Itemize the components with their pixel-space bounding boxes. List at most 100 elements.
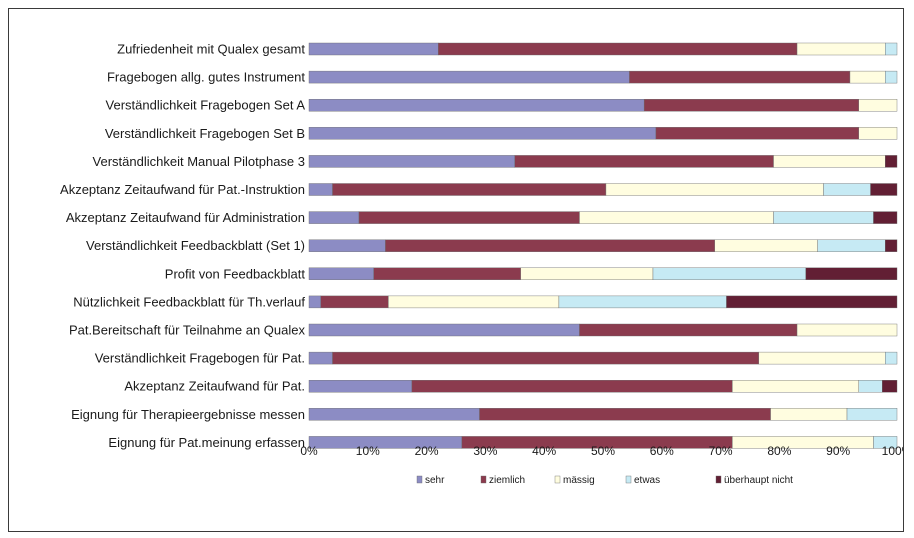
bar-segment-sehr [308,295,321,309]
legend-swatch [625,475,632,484]
legend-swatch [715,475,722,484]
bar-segment-etwas [558,295,727,309]
bar-segment-ziemlich [320,295,389,309]
x-tick-label: 40% [532,444,556,458]
legend-label: mässig [563,475,595,486]
legend-label: etwas [634,475,660,486]
legend-label: sehr [425,475,445,486]
x-tick-label: 0% [300,444,318,458]
bar-segment-überhaupt-nicht [805,267,898,280]
bar-segment-ziemlich [358,211,580,224]
chart-frame: Zufriedenheit mit Qualex gesamt Frageboge… [8,8,904,532]
bar-segment-mässig [520,267,654,280]
bar-segment-ziemlich [629,70,851,84]
category-label: Fragebogen allg. gutes Instrument [107,70,305,85]
bar-segment-sehr [308,183,333,196]
bar-segment-etwas [885,42,898,56]
category-label: Verständlichkeit Fragebogen Set B [105,126,305,141]
bar-segment-ziemlich [479,408,771,421]
category-label: Verständlichkeit Fragebogen Set A [106,98,306,113]
bar-segment-mässig [770,408,848,421]
bar-segment-sehr [308,155,516,168]
bar-segment-sehr [308,127,657,140]
x-tick-label: 20% [415,444,439,458]
bar-segment-überhaupt-nicht [885,239,898,252]
category-label: Akzeptanz Zeitaufwand für Pat.-Instrukti… [60,182,305,197]
bar-segment-sehr [308,98,645,112]
bar-segment-ziemlich [579,323,798,337]
bar-segment-mässig [605,183,824,196]
category-label: Verständlichkeit Manual Pilotphase 3 [93,154,305,169]
stacked-bar-chart: Zufriedenheit mit Qualex gesamt Frageboge… [60,42,903,487]
bar-segment-etwas [885,351,898,365]
legend-label: überhaupt nicht [724,475,793,486]
bar-segment-etwas [817,239,886,252]
category-label: Akzeptanz Zeitaufwand für Pat. [124,379,305,394]
x-tick-label: 50% [591,444,615,458]
bar-segment-sehr [308,408,480,421]
bar-segment-mässig [714,239,818,252]
bar-segment-ziemlich [411,380,733,393]
category-label: Eignung für Therapieergebnisse messen [71,407,305,422]
bar-segment-mässig [773,155,886,168]
bar-segment-etwas [652,267,807,280]
bar-segment-etwas [858,380,883,393]
x-tick-label: 70% [709,444,733,458]
legend-swatch [480,475,487,484]
bar-segment-mässig [796,42,886,56]
bar-segment-mässig [579,211,774,224]
bar-segment-mässig [858,127,898,140]
x-tick-label: 90% [826,444,850,458]
category-label: Zufriedenheit mit Qualex gesamt [117,42,305,57]
bar-segment-sehr [308,436,463,449]
bar-segment-sehr [308,42,439,56]
bar-segment-etwas [773,211,874,224]
bar-segment-mässig [758,351,886,365]
category-label: Profit von Feedbackblatt [165,266,306,281]
bar-segment-ziemlich [438,42,798,56]
x-tick-label: 100% [882,444,903,458]
bar-segment-mässig [849,70,886,84]
category-label: Verständlichkeit Fragebogen für Pat. [95,351,305,366]
x-tick-label: 80% [767,444,791,458]
bar-segment-ziemlich [514,155,774,168]
x-tick-label: 60% [650,444,674,458]
x-tick-label: 10% [356,444,380,458]
bar-segment-sehr [308,211,360,224]
bar-segment-überhaupt-nicht [870,183,898,196]
category-label: Akzeptanz Zeitaufwand für Administration [66,210,305,225]
bar-segment-sehr [308,380,413,393]
bar-segment-ziemlich [373,267,521,280]
bar-segment-ziemlich [655,127,859,140]
bar-segment-überhaupt-nicht [885,155,898,168]
category-label: Nützlichkeit Feedbackblatt für Th.verlau… [73,294,305,309]
bar-segment-mässig [732,380,859,393]
bar-segment-überhaupt-nicht [873,211,898,224]
bar-segment-sehr [308,70,630,84]
bar-segment-ziemlich [332,183,607,196]
bar-segment-ziemlich [643,98,859,112]
bar-segment-ziemlich [385,239,715,252]
bar-segment-mässig [388,295,560,309]
bar-segment-überhaupt-nicht [882,380,898,393]
bar-segment-ziemlich [332,351,760,365]
bar-segment-etwas [823,183,871,196]
x-tick-label: 30% [473,444,497,458]
bar-segment-mässig [858,98,898,112]
bar-segment-etwas [846,408,898,421]
bar-segment-etwas [873,436,898,449]
legend-swatch [416,475,423,484]
category-label: Verständlichkeit Feedbackblatt (Set 1) [86,238,305,253]
bar-segment-mässig [732,436,874,449]
bar-segment-überhaupt-nicht [726,295,898,309]
legend-label: ziemlich [489,475,525,486]
bar-segment-sehr [308,267,374,280]
category-label: Eignung für Pat.meinung erfassen [108,435,305,450]
bar-segment-sehr [308,323,580,337]
bar-segment-etwas [885,70,898,84]
bar-segment-sehr [308,239,386,252]
bar-segment-mässig [796,323,898,337]
category-label: Pat.Bereitschaft für Teilnahme an Qualex [69,323,306,338]
bar-segment-sehr [308,351,333,365]
legend-swatch [554,475,561,484]
